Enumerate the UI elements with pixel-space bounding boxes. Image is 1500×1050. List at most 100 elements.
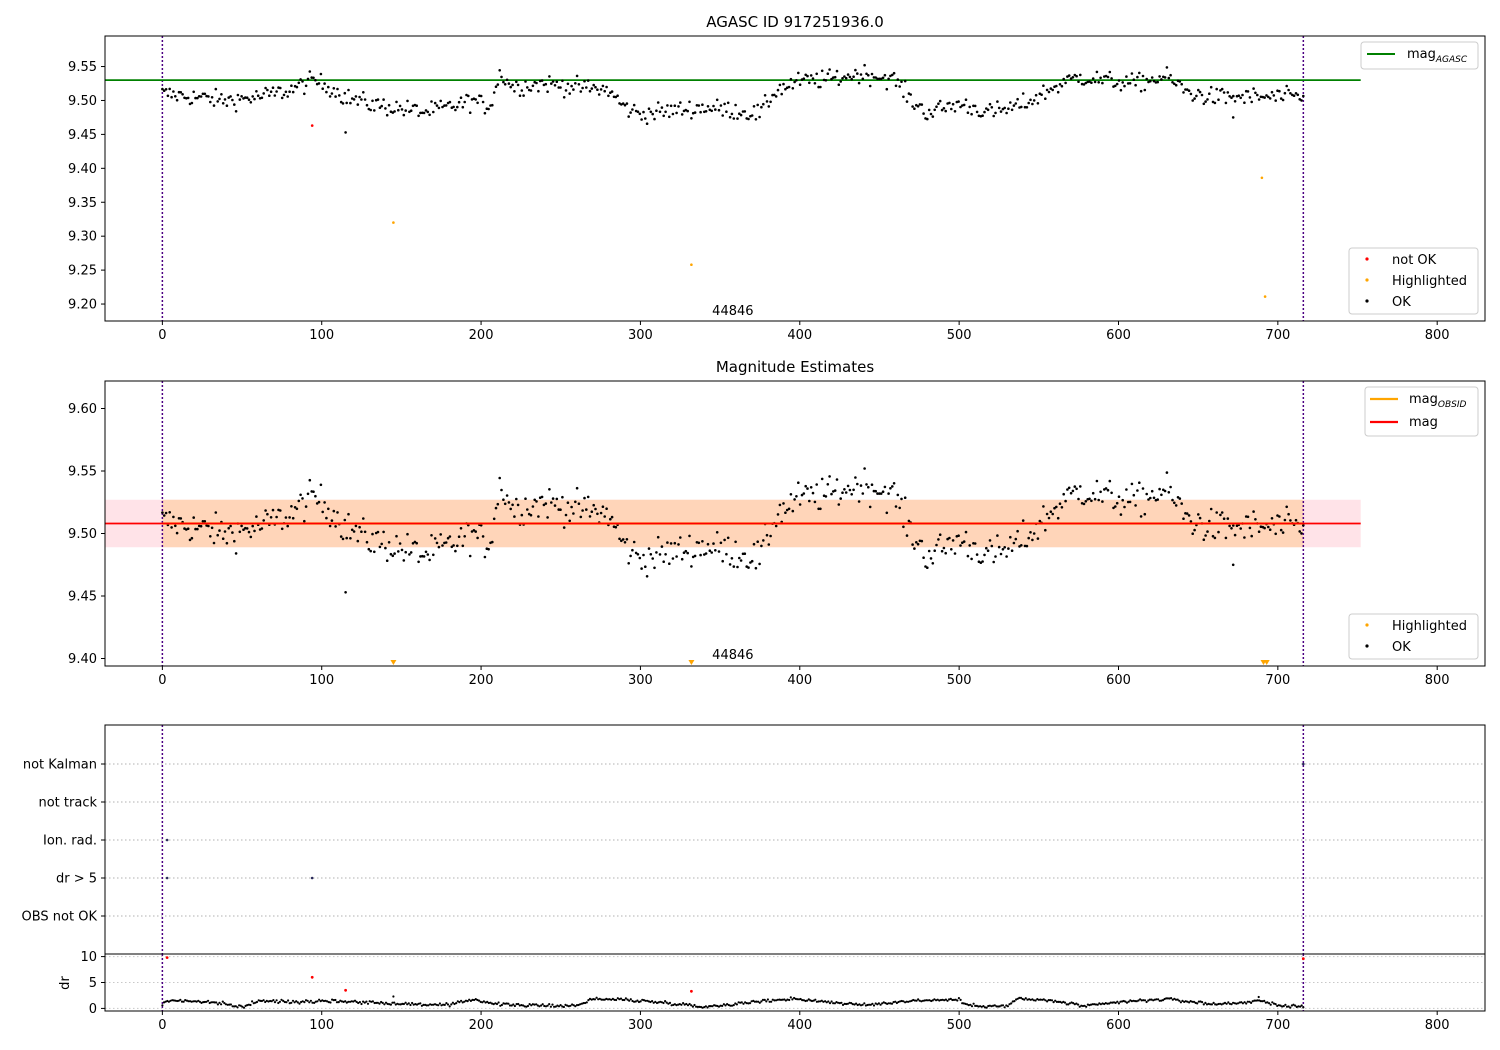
ok-point xyxy=(531,505,535,508)
ok-point xyxy=(1115,82,1119,86)
x-tick-label: 100 xyxy=(309,1018,334,1033)
ok-point xyxy=(190,101,194,105)
dr-ok-point xyxy=(1248,1000,1251,1003)
ok-point xyxy=(435,104,439,107)
y-tick-label: 9.35 xyxy=(68,196,97,211)
ok-point xyxy=(763,94,767,97)
ok-point xyxy=(774,95,778,98)
ok-point xyxy=(769,100,772,104)
ok-point xyxy=(926,566,929,569)
ok-point xyxy=(244,526,247,530)
ok-point xyxy=(902,525,905,529)
ok-point xyxy=(1058,83,1062,86)
ok-point xyxy=(301,80,304,83)
ok-point xyxy=(1049,87,1053,90)
ok-point xyxy=(618,537,621,541)
ok-point xyxy=(264,86,267,90)
ok-point xyxy=(492,91,496,94)
ok-point xyxy=(907,519,911,523)
ok-point xyxy=(902,95,905,99)
dr-ok-point xyxy=(582,1002,585,1005)
dr-ok-point xyxy=(1245,1002,1248,1005)
ok-point xyxy=(701,540,704,543)
ok-point xyxy=(1038,519,1042,523)
dr-ok-point xyxy=(402,1002,405,1006)
ok-point xyxy=(647,547,651,550)
dr-ok-point xyxy=(1191,1000,1194,1003)
x-tick-label: 800 xyxy=(1425,328,1450,343)
ok-point xyxy=(1187,89,1191,92)
dr-ok-point xyxy=(373,1001,376,1005)
ok-point xyxy=(306,77,310,81)
ok-point xyxy=(409,109,413,112)
ok-point xyxy=(964,530,968,534)
dr-ok-point xyxy=(1292,1003,1295,1006)
dr-ok-point xyxy=(184,999,187,1002)
ok-point xyxy=(843,75,846,78)
ok-point xyxy=(675,555,678,558)
ok-point xyxy=(809,74,813,77)
ok-point xyxy=(1090,81,1093,84)
ok-point xyxy=(693,111,697,114)
dr-ok-point xyxy=(943,999,946,1002)
x-tick-label: 800 xyxy=(1425,1018,1450,1033)
dr-ok-point xyxy=(629,998,632,1001)
dr-ok-point xyxy=(1094,1003,1098,1006)
ok-point xyxy=(1126,500,1130,504)
ok-point xyxy=(717,550,721,553)
ok-point xyxy=(323,501,326,504)
dr-ok-point xyxy=(210,1001,213,1004)
ok-point xyxy=(750,559,754,563)
dr-ok-point xyxy=(510,1004,513,1007)
ok-point xyxy=(500,488,503,492)
ok-point xyxy=(828,475,831,478)
ok-point xyxy=(725,552,728,556)
dr-ok-point xyxy=(1081,1004,1085,1008)
ok-point xyxy=(885,511,889,515)
ok-point xyxy=(345,101,349,105)
dr-ok-point xyxy=(1117,1002,1120,1005)
dr-ok-point xyxy=(717,1005,721,1008)
dr-ok-point xyxy=(420,1004,423,1007)
ok-point xyxy=(349,537,352,540)
ok-point xyxy=(592,503,595,507)
ok-point xyxy=(804,73,807,77)
dr-ok-point xyxy=(239,1004,242,1007)
ok-point xyxy=(330,92,334,95)
ok-point xyxy=(861,492,865,495)
ok-point xyxy=(456,544,459,548)
x-tick-label: 300 xyxy=(628,1018,653,1033)
ok-point xyxy=(240,95,243,98)
ok-point xyxy=(629,554,632,558)
flag-point xyxy=(165,876,169,880)
ok-point xyxy=(1110,77,1113,80)
y-tick-label: 5 xyxy=(89,976,97,991)
ok-point xyxy=(601,84,605,88)
dr-ok-point xyxy=(1003,1006,1006,1009)
ok-point xyxy=(1138,481,1141,485)
dr-ok-point xyxy=(822,1000,825,1003)
ok-point xyxy=(833,75,837,79)
dr-ok-point xyxy=(1192,1000,1196,1004)
ok-point xyxy=(931,115,935,118)
dr-ok-point xyxy=(1279,1004,1282,1007)
ok-point xyxy=(548,488,551,491)
legend-marker xyxy=(1365,299,1369,303)
ok-point xyxy=(1250,534,1253,538)
dr-ok-point xyxy=(1142,999,1145,1002)
ok-point xyxy=(365,103,369,107)
ok-point xyxy=(1084,81,1088,85)
dr-ok-point xyxy=(200,1001,203,1005)
ok-point xyxy=(813,82,817,85)
ok-point xyxy=(218,97,221,101)
ok-point xyxy=(688,100,691,104)
ok-point xyxy=(162,89,166,92)
ok-point xyxy=(433,101,437,105)
ok-point xyxy=(402,559,406,562)
ok-point xyxy=(306,492,310,496)
dr-ok-point xyxy=(1130,1000,1133,1003)
highlighted-marker xyxy=(688,660,695,665)
ok-point xyxy=(708,549,712,552)
ok-point xyxy=(926,117,929,121)
ok-point xyxy=(583,496,586,500)
